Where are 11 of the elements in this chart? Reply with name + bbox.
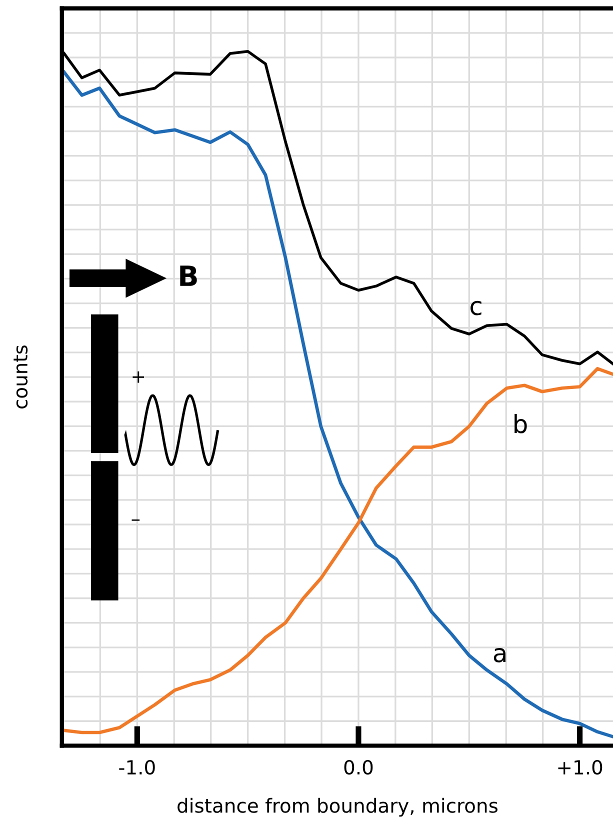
annotation: – — [132, 519, 140, 521]
x-tick-label: +1.0 — [558, 760, 602, 775]
annotation: B — [180, 266, 197, 286]
x-tick-label: 0.0 — [344, 760, 373, 775]
series-label: b — [514, 414, 527, 434]
annotation: + — [132, 371, 144, 383]
series-label: a — [494, 648, 506, 662]
x-tick-label: -1.0 — [119, 760, 155, 775]
series-label: c — [470, 300, 482, 316]
x-axis-title: distance from boundary, microns — [178, 798, 498, 817]
y-axis-title: counts — [14, 345, 28, 408]
